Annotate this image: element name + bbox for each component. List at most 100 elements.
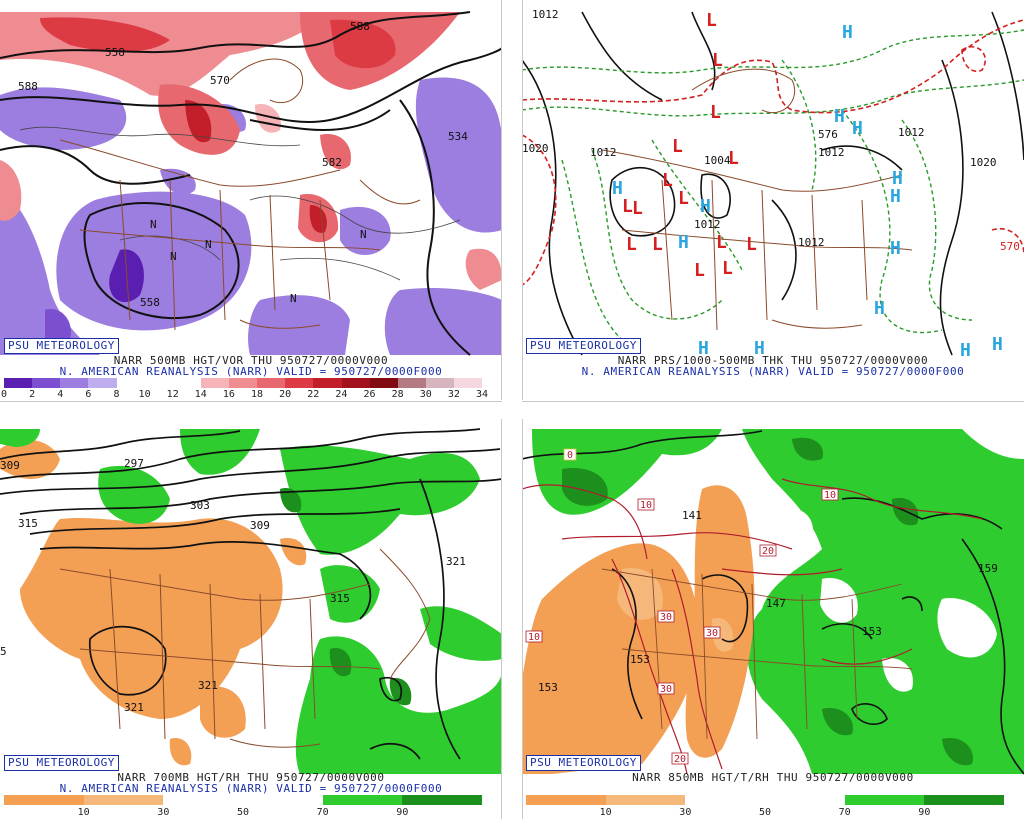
legend-tick-label: 16	[222, 389, 235, 400]
panel-500mb-vorticity: 558 588 570 534 588 582 558 N N N N N PS…	[0, 0, 502, 400]
legend-swatch	[88, 378, 117, 388]
color-legend	[4, 795, 483, 805]
legend-swatch	[605, 795, 686, 805]
isobar-label: 1012	[532, 8, 559, 21]
psu-meteorology-tag: PSU METEOROLOGY	[526, 338, 641, 354]
psu-meteorology-tag: PSU METEOROLOGY	[4, 338, 119, 354]
isobar-label: 1012	[694, 218, 721, 231]
height-label: 309	[250, 519, 270, 532]
panel-850mb-t-rh: 0 10 10 20 30 30 30 20 10 153 147 153 15…	[522, 419, 1024, 819]
chart-caption: NARR 700MB HGT/RH THU 950727/0000V000	[117, 771, 385, 784]
legend-tick-label: 4	[57, 389, 64, 400]
isobar-label: 1012	[818, 146, 845, 159]
legend-tick-label: 70	[316, 807, 329, 818]
temperature-label: 10	[824, 490, 836, 501]
temperature-label: 20	[762, 546, 774, 557]
low-pressure-marker: L	[672, 136, 683, 157]
legend-tick-label: 10	[599, 807, 612, 818]
legend-swatch	[163, 795, 244, 805]
legend-swatch	[4, 795, 84, 805]
color-legend	[4, 378, 483, 388]
legend-swatch	[369, 378, 398, 388]
legend-tick-label: 18	[251, 389, 264, 400]
legend-tick-label: 70	[838, 807, 851, 818]
legend-tick-label: 30	[157, 807, 170, 818]
legend-swatch	[765, 795, 845, 805]
panel-border	[501, 0, 502, 400]
legend-tick-label: 14	[194, 389, 207, 400]
legend-swatch	[83, 795, 164, 805]
legend-swatch	[32, 378, 61, 388]
legend-swatch	[425, 378, 454, 388]
horizontal-gutter	[0, 402, 1024, 419]
legend-swatch	[116, 378, 145, 388]
rh850-map: 0 10 10 20 30 30 30 20 10 153 147 153 15…	[522, 429, 1024, 775]
legend-tick-label: 8	[113, 389, 120, 400]
chart-subcaption: N. AMERICAN REANALYSIS (NARR) VALID = 95…	[59, 365, 443, 378]
legend-tick-label: 28	[391, 389, 404, 400]
legend-swatch	[402, 795, 483, 805]
low-pressure-marker: L	[632, 198, 643, 219]
legend-tick-label: 50	[236, 807, 250, 818]
thickness-label: 570	[1000, 240, 1020, 253]
legend-ticks: 10 30 50 70 90	[522, 807, 1024, 819]
panel-border	[522, 401, 1024, 402]
legend-swatch	[243, 795, 323, 805]
height-label: 582	[322, 156, 342, 169]
low-pressure-marker: L	[706, 10, 717, 31]
height-label: 558	[105, 46, 125, 59]
panel-700mb-rh: 309 297 303 315 309 321 315 321 321 5 PS…	[0, 419, 502, 819]
legend-swatch	[526, 795, 606, 805]
panel-border	[501, 419, 502, 819]
legend-tick-label: 30	[679, 807, 692, 818]
legend-tick-label: 90	[918, 807, 931, 818]
temperature-label: 20	[674, 754, 686, 765]
legend-tick-label: 10	[138, 389, 151, 400]
legend-tick-label: 6	[85, 389, 92, 400]
height-label: 321	[198, 679, 218, 692]
panel-border	[522, 419, 523, 819]
height-label: 315	[18, 517, 38, 530]
temperature-label: 30	[706, 628, 718, 639]
isobar-label: 1012	[798, 236, 825, 249]
isobar-label: 1012	[898, 126, 925, 139]
vort-min-label: N	[360, 228, 367, 241]
height-label: 297	[124, 457, 144, 470]
high-pressure-marker: H	[892, 168, 903, 189]
height-label: 309	[0, 459, 20, 472]
legend-swatch	[924, 795, 1005, 805]
low-pressure-marker: L	[626, 234, 637, 255]
low-pressure-marker: L	[652, 234, 663, 255]
high-pressure-marker: H	[700, 196, 711, 217]
height-label: 588	[18, 80, 38, 93]
panel-border	[0, 401, 502, 402]
chart-caption: NARR 500MB HGT/VOR THU 950727/0000V000	[113, 354, 389, 367]
legend-swatch	[313, 378, 342, 388]
psu-meteorology-tag: PSU METEOROLOGY	[4, 755, 119, 771]
legend-tick-label: 12	[166, 389, 179, 400]
high-pressure-marker: H	[754, 338, 765, 359]
low-pressure-marker: L	[728, 148, 739, 169]
panel-pressure-thickness: 1012 1020 1012 1004 1012 1012 1012 1020 …	[522, 0, 1024, 400]
legend-tick-label: 20	[279, 389, 292, 400]
legend-swatch	[4, 378, 33, 388]
high-pressure-marker: H	[890, 186, 901, 207]
isobar-label: 1020	[970, 156, 997, 169]
height-label: 315	[330, 592, 350, 605]
high-pressure-marker: H	[834, 106, 845, 127]
legend-swatch	[322, 795, 403, 805]
chart-subcaption: N. AMERICAN REANALYSIS (NARR) VALID = 95…	[59, 782, 443, 795]
legend-swatch	[257, 378, 286, 388]
chart-caption: NARR PRS/1000-500MB THK THU 950727/0000V…	[617, 354, 929, 367]
chart-subcaption: N. AMERICAN REANALYSIS (NARR) VALID = 95…	[581, 365, 965, 378]
low-pressure-marker: L	[746, 234, 757, 255]
low-pressure-marker: L	[716, 232, 727, 253]
thickness-label: 576	[818, 128, 838, 141]
temperature-label: 10	[640, 500, 652, 511]
legend-ticks: 0 2 4 6 8 10 12 14 16 18 20 22 24 26 28 30 32 34	[0, 389, 502, 400]
height-label: 141	[682, 509, 702, 522]
pressure-map: 1012 1020 1012 1004 1012 1012 1012 1020 …	[522, 8, 1024, 361]
legend-swatch	[285, 378, 314, 388]
rh700-map: 309 297 303 315 309 321 315 321 321 5	[0, 428, 502, 774]
low-pressure-marker: L	[712, 50, 723, 71]
